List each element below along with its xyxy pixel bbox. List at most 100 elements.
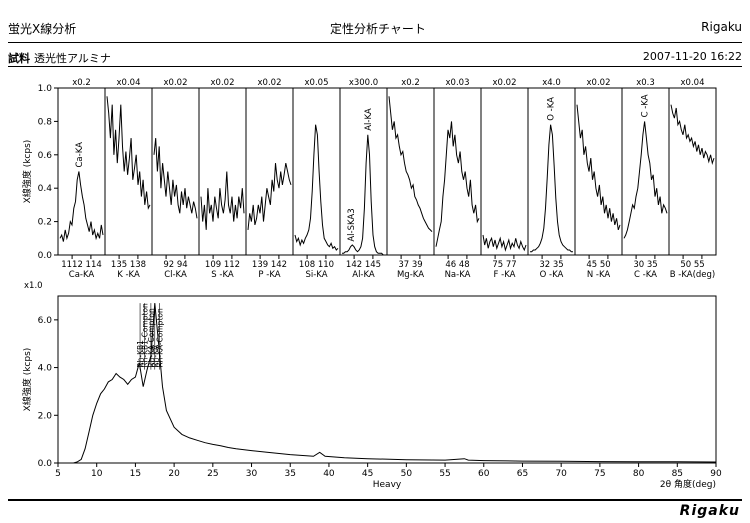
panel-scale-label: x0.04 xyxy=(681,78,705,88)
panel-y-tick-label: 0.2 xyxy=(38,218,52,228)
panel-element-label: B -KA(deg) xyxy=(670,270,716,280)
sample-label: 試料 xyxy=(8,52,30,65)
scan-x-tick-label: 65 xyxy=(517,469,528,479)
panel-scale-label: x0.2 xyxy=(401,78,420,88)
panel-y-tick-label: 0.4 xyxy=(38,184,53,194)
panel-profile-line xyxy=(435,121,480,247)
scan-x-tick-label: 60 xyxy=(478,469,490,479)
panel-scale-label: x0.02 xyxy=(587,78,611,88)
panel-x-tick-label: 32 35 xyxy=(539,260,563,270)
scan-y-axis-label: X線強度 (kcps) xyxy=(21,348,33,412)
panel-scale-label: x4.0 xyxy=(542,78,561,88)
panel-x-tick-label: 92 94 xyxy=(163,260,187,270)
panel-element-label: S -KA xyxy=(211,270,234,280)
panel-scale-label: x0.04 xyxy=(117,78,141,88)
brand-name: Rigaku xyxy=(701,20,742,34)
panel-element-label: N -KA xyxy=(587,270,611,280)
scan-y-tick-label: 4.0 xyxy=(38,364,53,374)
panel-scale-label: x0.02 xyxy=(164,78,188,88)
panel-profile-line xyxy=(670,104,715,166)
scan-peak-label: Rh-KB1-Compton xyxy=(141,303,150,368)
panel-peak-label: Ca-KA xyxy=(75,142,85,168)
scan-x-tick-label: 55 xyxy=(439,469,450,479)
scan-peak-label: Rh-KA-Compton xyxy=(155,308,164,368)
scan-x-tick-label: 15 xyxy=(130,469,141,479)
panel-profile-line xyxy=(106,96,151,210)
panel-peak-label: Al-SKA3 xyxy=(347,208,357,241)
panel-x-tick-label: 1112 114 xyxy=(61,260,102,270)
scan-scale-label: x1.0 xyxy=(24,281,43,291)
panel-scale-label: x0.02 xyxy=(258,78,282,88)
panel-profile-line xyxy=(623,121,668,239)
panel-profile-line xyxy=(388,96,433,232)
scan-peak-label: Rh-KA xyxy=(151,344,160,367)
scan-x-tick-label: 85 xyxy=(672,469,683,479)
panel-profile-line xyxy=(153,138,198,219)
scan-peak-label: Rh-KA-Compton xyxy=(147,308,156,368)
panel-x-tick-label: 50 55 xyxy=(680,260,704,270)
panel-x-tick-label: 45 50 xyxy=(586,260,610,270)
footer-logo: Rigaku xyxy=(679,503,740,519)
footer-rule xyxy=(8,499,742,501)
panel-scale-label: x0.02 xyxy=(211,78,235,88)
panel-scale-label: x0.05 xyxy=(305,78,329,88)
panel-y-axis-label: X線強度 (kcps) xyxy=(21,140,33,204)
panel-element-label: P -KA xyxy=(258,270,280,280)
scan-x-tick-label: 90 xyxy=(710,469,722,479)
panel-element-label: Cl-KA xyxy=(164,270,187,280)
panel-peak-label: Al-KA xyxy=(364,108,374,131)
scan-x-tick-label: 80 xyxy=(633,469,645,479)
panel-element-label: O -KA xyxy=(540,270,564,280)
panel-scale-label: x0.3 xyxy=(636,78,655,88)
header-rule xyxy=(8,42,742,43)
scan-x-tick-label: 50 xyxy=(401,469,413,479)
panel-y-tick-label: 1.0 xyxy=(38,84,53,94)
panel-profile-line xyxy=(247,162,292,230)
panel-x-tick-label: 108 110 xyxy=(299,260,334,270)
chart-title: 定性分析チャート xyxy=(330,22,426,36)
panel-y-tick-label: 0.0 xyxy=(38,251,53,261)
panel-element-label: Si-KA xyxy=(305,270,327,280)
panel-x-tick-label: 30 35 xyxy=(633,260,657,270)
scan-plot-frame xyxy=(57,295,717,464)
scan-x-tick-label: 30 xyxy=(246,469,258,479)
panel-profile-line xyxy=(294,124,339,251)
panel-x-tick-label: 135 138 xyxy=(111,260,146,270)
scan-x-tick-label: 25 xyxy=(207,469,218,479)
panel-profile-line xyxy=(59,171,104,242)
panel-profile-line xyxy=(482,234,527,252)
sample-rule xyxy=(8,66,742,67)
panel-x-tick-label: 109 112 xyxy=(205,260,240,270)
scan-y-tick-label: 6.0 xyxy=(38,316,53,326)
scan-x-tick-label: 10 xyxy=(91,469,103,479)
panel-element-label: Ca-KA xyxy=(69,270,95,280)
scan-y-tick-label: 0.0 xyxy=(38,459,53,469)
scan-x-tick-label: 40 xyxy=(323,469,335,479)
panel-scale-label: x0.03 xyxy=(446,78,470,88)
panel-peak-label: C -KA xyxy=(641,94,651,117)
scan-x-tick-label: 45 xyxy=(362,469,373,479)
scan-x-tick-label: 75 xyxy=(594,469,605,479)
panel-y-tick-label: 0.6 xyxy=(38,151,53,161)
panel-profile-line xyxy=(200,171,245,230)
scan-x-tick-label: 35 xyxy=(285,469,296,479)
scan-x-tick-label: 5 xyxy=(55,469,61,479)
panel-element-label: K -KA xyxy=(117,270,140,280)
panel-profile-line xyxy=(342,134,385,256)
panel-element-label: Mg-KA xyxy=(397,270,424,280)
scan-x-tick-label: 70 xyxy=(555,469,567,479)
panel-x-tick-label: 46 48 xyxy=(445,260,469,270)
datetime: 2007-11-20 16:22 xyxy=(642,50,742,63)
app-title: 蛍光X線分析 xyxy=(8,22,77,36)
panel-y-tick-label: 0.8 xyxy=(38,117,53,127)
panel-x-tick-label: 37 39 xyxy=(398,260,422,270)
panel-scale-label: x0.2 xyxy=(72,78,91,88)
panel-element-label: C -KA xyxy=(634,270,657,280)
panel-peak-label: O -KA xyxy=(547,97,557,121)
scan-x-axis-unit-label: 2θ 角度(deg) xyxy=(660,478,716,490)
panel-scale-label: x300.0 xyxy=(349,78,378,88)
panel-x-tick-label: 142 145 xyxy=(346,260,381,270)
scan-peak-label: Rh-KB1 xyxy=(136,340,145,368)
panel-profile-line xyxy=(576,104,621,231)
sample-name: 透光性アルミナ xyxy=(34,52,111,65)
